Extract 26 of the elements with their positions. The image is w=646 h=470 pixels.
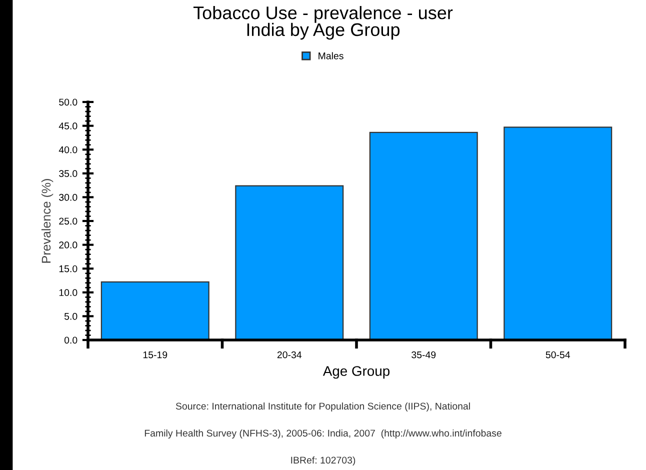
y-tick-label: 5.0 — [64, 312, 78, 320]
x-tick-label: 50-54 — [546, 351, 570, 358]
bar — [369, 132, 478, 340]
y-tick-label: 35.0 — [59, 170, 78, 178]
bar — [504, 126, 612, 340]
y-tick-label: 10.0 — [59, 289, 78, 296]
y-axis-title: Prevalence (%) — [41, 179, 54, 263]
y-tick-label: 25.0 — [59, 218, 78, 225]
y-tick-label: 40.0 — [58, 146, 78, 154]
x-tick-label: 20-34 — [277, 351, 302, 358]
y-tick-label: 20.0 — [59, 242, 78, 248]
text: IBRef: 102703) — [291, 456, 356, 466]
x-axis-title: Age Group — [322, 366, 390, 379]
legend-label: Males — [318, 52, 344, 60]
y-tick-label: 30.0 — [59, 194, 78, 201]
y-tick-label: 0.0 — [64, 336, 78, 344]
chart-title: Tobacco Use - prevalence - user India by Age Group — [193, 6, 453, 40]
x-tick-label: 35-49 — [412, 351, 436, 358]
bar — [235, 185, 344, 340]
y-tick-label: 45.0 — [58, 122, 78, 130]
y-tick-label: 50.0 — [59, 98, 78, 106]
x-tick-label: 15-19 — [143, 351, 168, 358]
text: Family Health Survey (NFHS-3), 2005-06: India, 2007 (http://www.who.int/infobase — [144, 429, 502, 439]
source-note: Source: International Institute for Population Science (IIPS), National — [176, 402, 470, 412]
y-tick-label: 15.0 — [59, 265, 78, 272]
bar — [100, 281, 210, 340]
